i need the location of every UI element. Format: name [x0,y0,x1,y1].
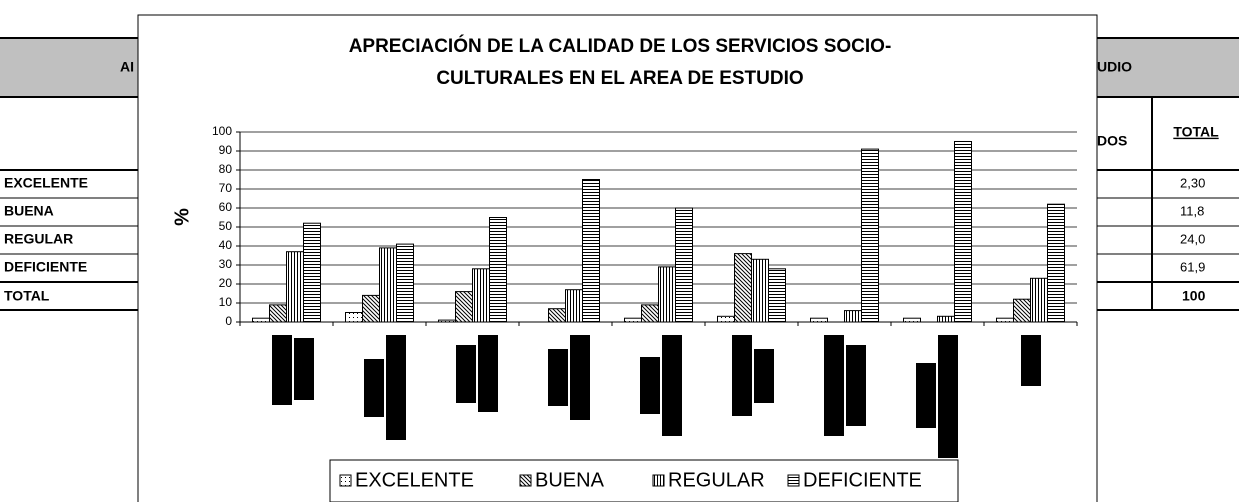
bar [565,289,583,323]
bar [996,317,1014,323]
bar [345,312,363,323]
y-tick-label: 90 [219,143,233,157]
bar [751,258,769,323]
bar [717,315,735,323]
chart-title: CULTURALES EN EL AREA DE ESTUDIO [436,68,803,89]
bar [861,148,879,323]
y-tick-label: 60 [219,200,233,214]
column-header: DOS [1097,133,1127,149]
legend-swatch [519,474,532,487]
bar [954,141,972,323]
bar [1047,203,1065,323]
bar [455,291,473,323]
bar [472,268,490,323]
row-label: DEFICIENTE [4,259,87,275]
cell: 11,8 [1180,203,1204,218]
legend-label: EXCELENTE [355,469,474,491]
bar [582,179,600,323]
y-tick-label: 80 [219,162,233,176]
y-axis-label: % [171,208,193,226]
bar [624,317,642,323]
bar [489,217,507,323]
table-header: UDIO [1097,59,1132,75]
column-header: TOTAL [1173,124,1219,140]
bar [810,317,828,323]
bar [379,247,397,323]
y-tick-label: 70 [219,181,233,195]
bar [641,304,659,323]
cell: 61,9 [1180,259,1205,274]
legend-swatch [787,474,800,487]
bar [844,310,862,323]
legend-swatch [339,474,352,487]
bar [658,266,676,323]
bar [1013,298,1031,323]
bar [768,268,786,323]
row-label: EXCELENTE [4,175,88,191]
bar [362,294,380,323]
bar [303,222,321,323]
legend-box [329,459,959,502]
y-tick-label: 0 [225,314,232,328]
legend-label: BUENA [535,469,605,491]
y-tick-label: 100 [212,124,232,138]
bar [286,251,304,323]
bar [438,319,456,323]
row-label: TOTAL [4,288,50,304]
y-tick-label: 20 [219,276,233,290]
legend-label: REGULAR [668,469,765,491]
y-tick-label: 40 [219,238,233,252]
bar [252,317,270,323]
y-tick-label: 10 [219,295,233,309]
cell: 24,0 [1180,231,1205,246]
legend-swatch [652,474,665,487]
bar [937,315,955,323]
y-tick-label: 30 [219,257,233,271]
legend: EXCELENTE BUENA REGULAR DEFICIENTE [329,459,959,502]
chart-title: APRECIACIÓN DE LA CALIDAD DE LOS SERVICI… [349,35,892,57]
bar [1030,277,1048,323]
cell: 100 [1182,288,1206,304]
bar [548,308,566,323]
category-labels [272,335,1041,458]
bar [903,317,921,323]
cell: 2,30 [1180,175,1205,190]
bar [675,207,693,323]
legend-label: DEFICIENTE [803,469,922,491]
row-label: BUENA [4,203,54,219]
bar [269,304,287,323]
table-header: AI [120,59,134,75]
row-label: REGULAR [4,231,73,247]
y-tick-label: 50 [219,219,233,233]
bar [734,253,752,323]
bar [396,243,414,323]
